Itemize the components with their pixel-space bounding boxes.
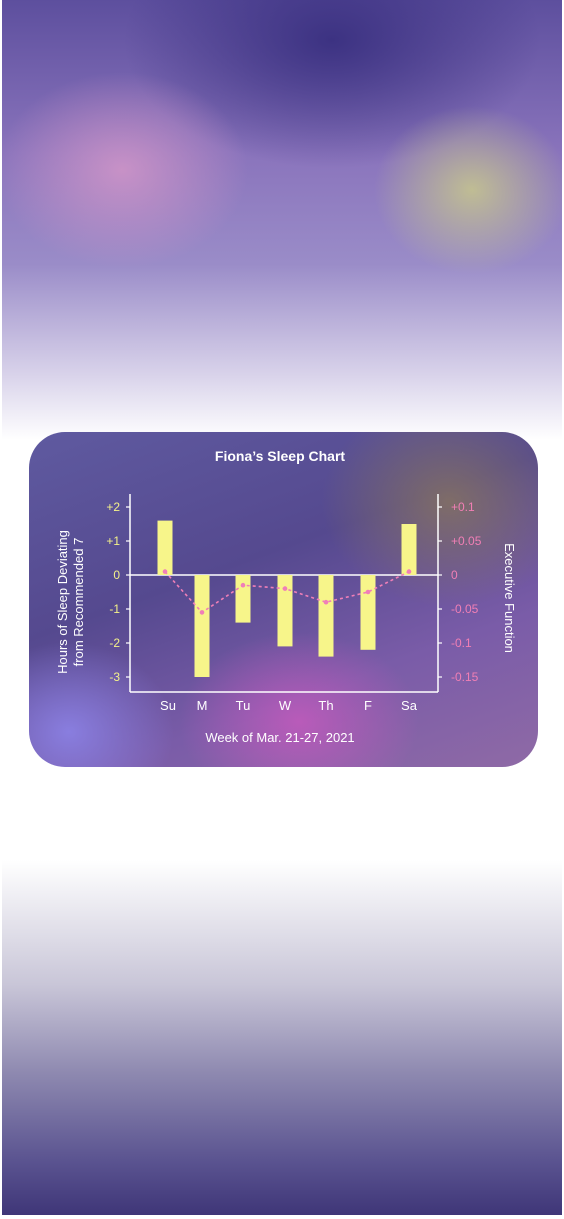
executive-function-point-Su (162, 569, 168, 574)
bar-Su (157, 520, 173, 575)
chart-title: Fiona’s Sleep Chart (215, 448, 346, 464)
right-tick-label: +0.1 (451, 500, 475, 514)
y-axis-label-line-1: Hours of Sleep Deviating (55, 530, 70, 674)
bar-Sa (401, 524, 417, 575)
background-top (2, 0, 562, 440)
y-axis-label-line-2: from Recommended 7 (71, 538, 86, 667)
left-tick-label: +1 (106, 534, 120, 548)
x-tick-label: Sa (401, 698, 418, 713)
bar-F (360, 575, 376, 650)
right-tick-label: -0.05 (451, 602, 479, 616)
sleep-chart: Fiona’s Sleep Chart Hours of Sleep Devia… (55, 448, 517, 745)
left-tick-label: -1 (109, 602, 120, 616)
right-tick-label: 0 (451, 568, 458, 582)
bar-M (194, 575, 210, 677)
x-tick-label: W (279, 698, 292, 713)
background-bottom (2, 860, 562, 1215)
bar-Th (318, 575, 334, 657)
right-tick-label: -0.15 (451, 670, 479, 684)
y2-axis-label: Executive Function (502, 543, 517, 653)
x-tick-label: Tu (236, 698, 251, 713)
left-tick-label: +2 (106, 500, 120, 514)
x-tick-label: M (197, 698, 208, 713)
executive-function-point-W (282, 586, 288, 591)
executive-function-point-F (365, 589, 371, 595)
bar-W (277, 575, 293, 647)
right-tick-label: -0.1 (451, 636, 472, 650)
x-axis-label: Week of Mar. 21-27, 2021 (205, 730, 354, 745)
executive-function-point-Tu (240, 582, 246, 588)
left-tick-label: 0 (113, 568, 120, 582)
executive-function-point-Sa (406, 569, 412, 574)
executive-function-point-Th (323, 599, 329, 605)
left-tick-label: -2 (109, 636, 120, 650)
x-tick-label: Th (318, 698, 333, 713)
chart-card: Fiona’s Sleep Chart Hours of Sleep Devia… (29, 432, 538, 767)
bar-Tu (235, 575, 251, 623)
executive-function-point-M (199, 610, 205, 615)
x-tick-label: Su (160, 698, 176, 713)
right-tick-label: +0.05 (451, 534, 482, 548)
left-tick-label: -3 (109, 670, 120, 684)
x-tick-label: F (364, 698, 372, 713)
